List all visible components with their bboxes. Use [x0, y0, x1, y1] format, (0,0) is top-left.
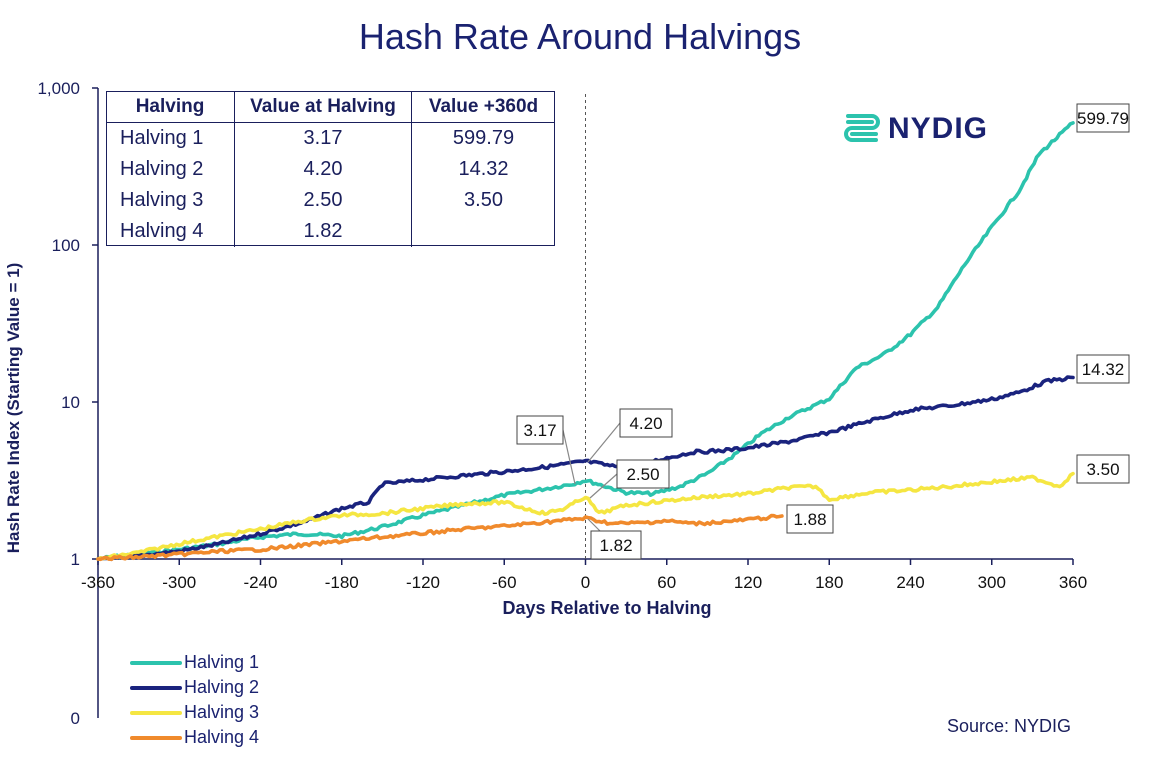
- legend-item: Halving 4: [130, 725, 259, 750]
- annotation-label: 1.82: [599, 536, 632, 555]
- legend-swatch: [130, 660, 182, 665]
- y-axis-title: Hash Rate Index (Starting Value = 1): [4, 262, 23, 554]
- legend-label: Halving 1: [184, 652, 260, 672]
- table-row: Halving 4 1.82: [106, 216, 555, 247]
- x-tick-label: 360: [1059, 573, 1087, 592]
- legend: Halving 1 Halving 2 Halving 3 Halving 4: [130, 650, 259, 750]
- annotation-box: [1076, 454, 1130, 484]
- x-tick-label: 60: [657, 573, 676, 592]
- x-tick-label: 0: [581, 573, 590, 592]
- table-cell: Halving 2: [106, 154, 235, 185]
- annotation-box: [619, 408, 673, 438]
- annotation-label: 599.79: [1077, 109, 1129, 128]
- legend-label: Halving 2: [184, 677, 260, 697]
- legend-item: Halving 3: [130, 700, 259, 725]
- series-line-3: [96, 471, 1075, 561]
- nydig-logo-icon: [844, 114, 880, 142]
- legend-swatch: [130, 685, 182, 690]
- annotation-label: 3.17: [523, 421, 556, 440]
- table-cell: Halving 4: [106, 216, 235, 247]
- x-tick-label: 120: [734, 573, 762, 592]
- legend-item: Halving 1: [130, 650, 259, 675]
- annotation-box: [1076, 103, 1130, 133]
- series-line-1: [96, 121, 1075, 561]
- table-cell: Halving 3: [106, 185, 235, 216]
- table-cell: 14.32: [458, 158, 509, 180]
- table-cell: 599.79: [452, 127, 515, 149]
- annotation-label: 2.50: [626, 465, 659, 484]
- legend-swatch: [130, 735, 182, 740]
- x-tick-label: -360: [81, 573, 115, 592]
- table-cell: 4.20: [234, 154, 412, 185]
- annotation-label: 3.50: [1086, 460, 1119, 479]
- summary-table: Halving Value at Halving Value +360d Hal…: [106, 91, 555, 247]
- table-row: Halving 3 2.50 3.50: [106, 185, 555, 216]
- table-row: Halving 2 4.20 14.32: [106, 154, 555, 185]
- y-tick-label: 100: [52, 236, 80, 255]
- annotation-leader: [587, 422, 621, 463]
- table-row: Halving 1 3.17 599.79: [106, 122, 555, 154]
- annotation-leader: [589, 473, 618, 499]
- table-cell: [412, 216, 556, 247]
- table-header-cell: Value at Halving: [234, 91, 412, 123]
- logo-text: NYDIG: [888, 112, 989, 145]
- x-tick-label: -240: [243, 573, 277, 592]
- table-cell: 3.50: [464, 189, 503, 211]
- x-tick-label: -120: [406, 573, 440, 592]
- legend-label: Halving 4: [184, 727, 260, 747]
- x-tick-label: 180: [815, 573, 843, 592]
- source-note: Source: NYDIG: [947, 716, 1072, 736]
- annotation-box: [616, 459, 670, 489]
- nydig-logo: NYDIG: [842, 110, 988, 148]
- annotation-leader: [587, 518, 601, 532]
- x-tick-label: 240: [896, 573, 924, 592]
- table-cell: 1.82: [234, 216, 412, 247]
- annotation-box: [590, 530, 642, 560]
- y-tick-label: 0: [71, 709, 80, 728]
- annotation-box: [786, 504, 834, 534]
- table-cell: 2.50: [234, 185, 412, 216]
- legend-swatch: [130, 710, 182, 715]
- annotation-label: 4.20: [629, 414, 662, 433]
- x-axis-title: Days Relative to Halving: [502, 598, 712, 618]
- annotation-leader: [562, 429, 576, 485]
- legend-item: Halving 2: [130, 675, 259, 700]
- annotation-box: [1076, 354, 1130, 384]
- table-cell: Halving 1: [106, 122, 235, 154]
- annotation-label: 1.88: [793, 510, 826, 529]
- annotation-label: 14.32: [1082, 360, 1125, 379]
- chart-title: Hash Rate Around Halvings: [358, 16, 802, 57]
- annotation-box: [516, 415, 564, 445]
- legend-label: Halving 3: [184, 702, 260, 722]
- y-tick-label: 10: [61, 393, 80, 412]
- x-tick-label: 300: [978, 573, 1006, 592]
- y-tick-label: 1: [71, 550, 80, 569]
- table-header-row: Halving Value at Halving Value +360d: [106, 91, 555, 123]
- y-tick-label: 1,000: [37, 79, 80, 98]
- x-tick-label: -60: [492, 573, 517, 592]
- table-header-cell: Value +360d: [411, 91, 555, 123]
- x-tick-label: -180: [325, 573, 359, 592]
- x-tick-label: -300: [162, 573, 196, 592]
- table-cell: 3.17: [234, 122, 412, 154]
- series-line-4: [96, 513, 784, 562]
- series-line-2: [96, 375, 1075, 562]
- table-header-cell: Halving: [106, 91, 235, 123]
